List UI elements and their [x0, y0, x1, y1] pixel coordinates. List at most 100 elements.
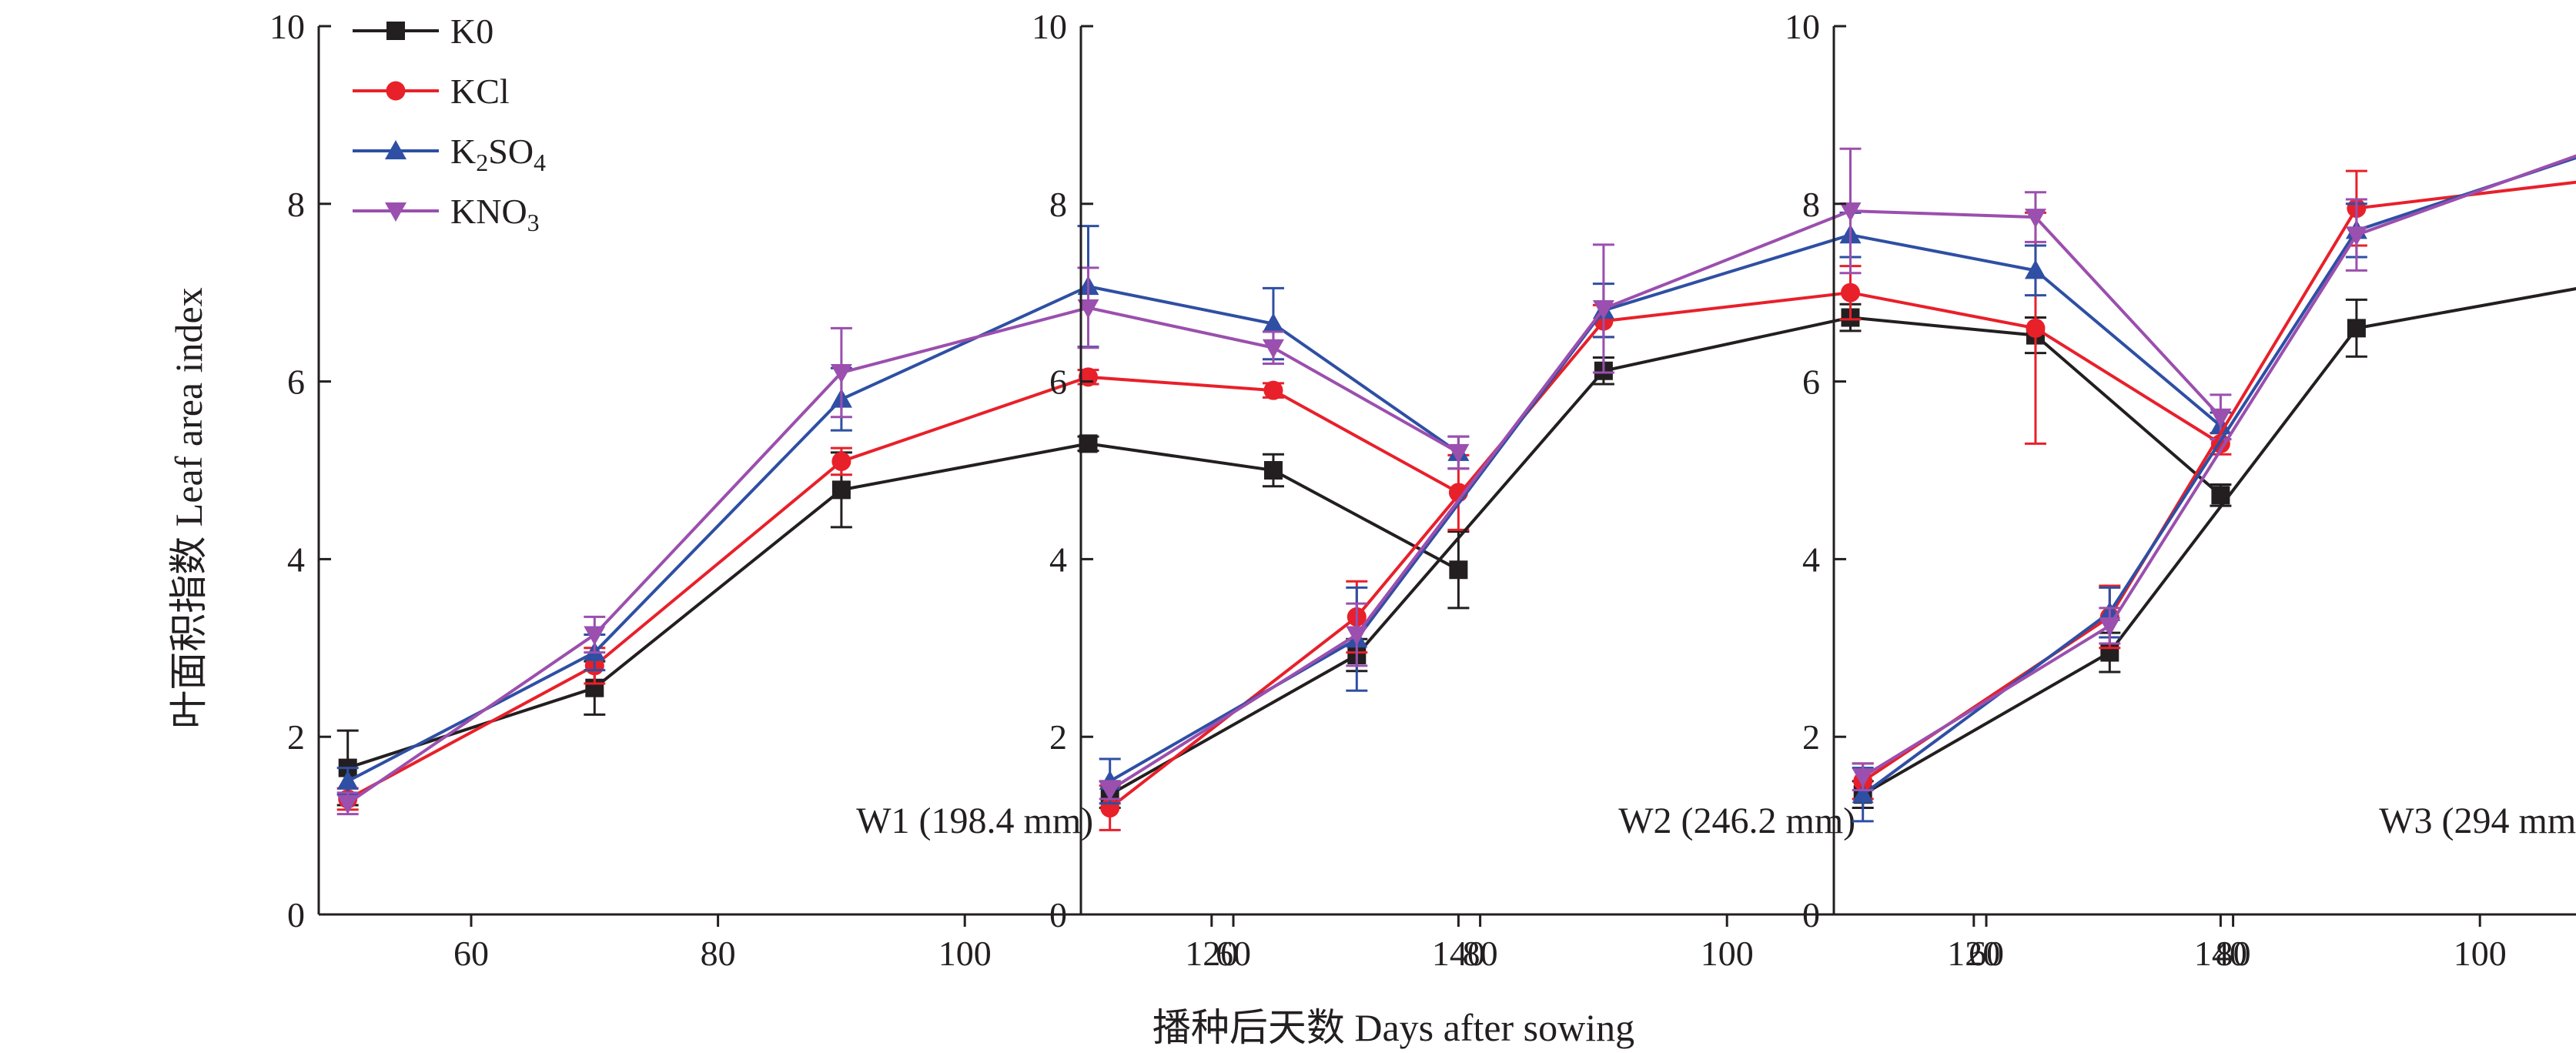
series-line [1109, 316, 2222, 796]
y-tick-label: 6 [287, 363, 305, 402]
x-tick-label: 80 [2216, 934, 2251, 973]
series-line [1109, 291, 2222, 810]
data-point [336, 794, 359, 814]
legend-label-base: KNO [450, 192, 527, 231]
data-point [2345, 226, 2367, 246]
legend-label: KCl [450, 72, 510, 111]
legend-label-subscript: 3 [527, 209, 540, 236]
legend-marker [386, 22, 405, 40]
x-tick-label: 140 [2194, 934, 2247, 973]
legend-label-base: K0 [450, 12, 493, 51]
legend-label-subscript: 4 [534, 149, 546, 176]
series-kcl [1099, 211, 2232, 831]
legend-item-k0: K0 [353, 12, 493, 51]
x-tick-label: 100 [2454, 934, 2507, 973]
data-point [1852, 784, 1874, 804]
legend-label-base: KCl [450, 72, 510, 111]
series-line [346, 375, 1460, 801]
data-point [2211, 486, 2230, 505]
data-point [1346, 626, 1368, 646]
x-tick-label: 80 [1463, 934, 1498, 973]
legend-label: KNO3 [450, 192, 540, 236]
legend-label: K2SO4 [450, 132, 546, 176]
x-tick-label: 120 [1185, 934, 1238, 973]
data-point [1852, 768, 1874, 788]
data-point [1077, 299, 1099, 319]
series-kcl [336, 367, 1470, 811]
series-line [1862, 180, 2576, 783]
data-point [1839, 202, 1862, 222]
series-kcl [1852, 169, 2576, 801]
panel-label: W1 (198.4 mm) [856, 801, 1093, 841]
series-kno3 [1852, 154, 2576, 791]
y-tick-label: 2 [287, 717, 305, 757]
legend-item-kno3: KNO3 [353, 192, 540, 236]
y-tick-label: 10 [1032, 7, 1067, 46]
series-k0 [1852, 287, 2576, 810]
y-tick-label: 8 [1049, 185, 1067, 224]
series-line [1862, 287, 2576, 796]
series-line [347, 442, 1460, 770]
data-point [584, 626, 606, 646]
legend-label-part: SO [488, 132, 534, 171]
legend-item-k2so4: K2SO4 [353, 132, 546, 176]
y-tick-label: 2 [1802, 717, 1820, 757]
y-tick-label: 0 [287, 895, 305, 934]
data-point [831, 451, 851, 471]
data-point [1099, 781, 1121, 801]
data-point [1262, 339, 1284, 359]
data-point [1263, 461, 1283, 480]
y-axis-title: 叶面积指数 Leaf area index [167, 287, 210, 728]
legend: K0 KCl K2SO4 KNO3 [353, 12, 546, 236]
x-tick-label: 120 [1947, 934, 2000, 973]
series-line [1109, 233, 2222, 783]
data-point [1449, 560, 1468, 580]
y-tick-label: 2 [1049, 717, 1067, 757]
series-line [346, 306, 1460, 805]
y-tick-label: 8 [287, 185, 305, 224]
x-axis-title: 播种后天数 Days after sowing [1153, 1006, 1634, 1049]
x-tick-label: 60 [453, 934, 489, 973]
y-tick-label: 6 [1049, 363, 1067, 402]
data-point [2026, 318, 2046, 338]
series-k0 [1099, 303, 2232, 810]
panel-label: W3 (294 mm) [2379, 801, 2576, 841]
series-line [1862, 154, 2576, 778]
legend-marker [386, 81, 406, 101]
data-point [830, 364, 852, 384]
data-point [831, 480, 851, 500]
data-point [1447, 443, 1470, 463]
legend-label-base: K [450, 132, 476, 171]
y-tick-label: 4 [1802, 540, 1820, 579]
y-tick-label: 10 [269, 7, 305, 46]
series-k2so4 [1099, 211, 2232, 805]
data-point [2099, 617, 2121, 637]
y-tick-label: 4 [287, 540, 305, 579]
data-point [1263, 380, 1283, 400]
data-point [2210, 408, 2232, 428]
series-line [346, 285, 1460, 783]
y-tick-label: 6 [1802, 363, 1820, 402]
legend-label-subscript: 2 [476, 149, 488, 176]
legend-marker [385, 202, 406, 222]
data-point [2024, 259, 2046, 279]
y-tick-label: 10 [1785, 7, 1820, 46]
y-tick-label: 8 [1802, 185, 1820, 224]
x-tick-label: 140 [1432, 934, 1485, 973]
series-kno3 [1099, 147, 2232, 801]
data-point [1592, 299, 1614, 319]
x-tick-label: 60 [1216, 934, 1251, 973]
series-k2so4 [336, 225, 1470, 796]
legend-label: K0 [450, 12, 493, 51]
data-point [1262, 313, 1284, 333]
y-tick-label: 4 [1049, 540, 1067, 579]
x-tick-label: 60 [1969, 934, 2004, 973]
panel-label: W2 (246.2 mm) [1618, 801, 1855, 841]
y-tick-label: 0 [1049, 895, 1067, 934]
panel-3: 0 2 4 6 8 10 60 80 100 120 140 W3 (294 mm) [1785, 7, 2576, 973]
series-line [1109, 209, 2222, 792]
data-point [2024, 209, 2046, 229]
data-point [1841, 282, 1860, 303]
